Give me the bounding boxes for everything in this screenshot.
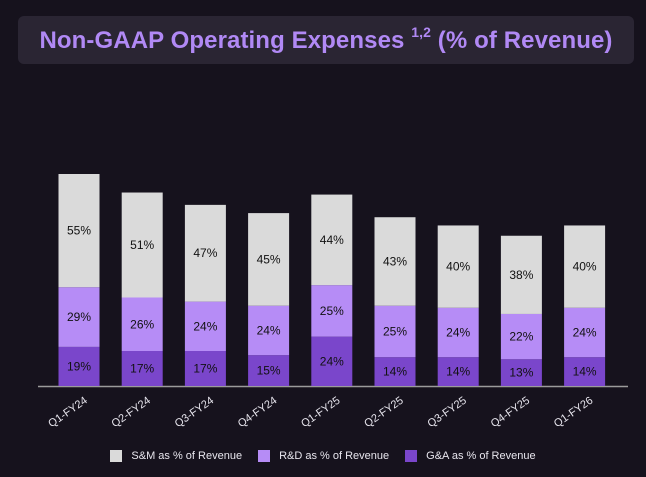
data-label-sm: 44%: [320, 233, 344, 247]
bar-rd-q1-fy25: [311, 285, 353, 337]
x-tick-label: Q1-FY24: [46, 395, 89, 430]
bar-ga-q1-fy25: [311, 336, 353, 386]
data-label-ga: 14%: [573, 365, 597, 379]
data-label-ga: 17%: [193, 362, 217, 376]
x-tick-label: Q1-FY26: [552, 395, 595, 430]
data-label-ga: 17%: [130, 362, 154, 376]
data-label-sm: 55%: [67, 224, 91, 238]
x-tick-label: Q2-FY24: [109, 395, 152, 430]
data-label-sm: 40%: [446, 260, 470, 274]
bar-rd-q4-fy24: [248, 305, 290, 356]
data-label-sm: 38%: [509, 268, 533, 282]
bar-sm-q3-fy25: [437, 225, 479, 308]
chart-title-superscript: 1,2: [411, 23, 431, 40]
data-label-rd: 22%: [509, 330, 533, 344]
x-tick-label: Q4-FY25: [489, 395, 532, 430]
bar-sm-q3-fy24: [184, 204, 226, 302]
chart-title: Non-GAAP Operating Expenses 1,2 (% of Re…: [39, 23, 613, 55]
data-label-sm: 40%: [573, 260, 597, 274]
bar-sm-q1-fy24: [58, 174, 100, 288]
chart-title-main: Non-GAAP Operating Expenses: [39, 26, 412, 54]
bar-sm-q4-fy24: [248, 213, 290, 306]
data-label-rd: 24%: [193, 319, 217, 333]
bar-ga-q3-fy25: [437, 357, 479, 386]
bar-sm-q2-fy24: [121, 192, 163, 298]
data-label-sm: 43%: [383, 254, 407, 268]
data-label-ga: 24%: [320, 354, 344, 368]
data-label-rd: 26%: [130, 317, 154, 331]
bar-sm-q4-fy25: [500, 235, 542, 314]
legend-item-ga: G&A as % of Revenue: [405, 450, 536, 462]
x-tick-label: Q4-FY24: [236, 395, 279, 430]
data-label-rd: 24%: [257, 323, 281, 337]
x-tick-label: Q2-FY25: [362, 395, 405, 430]
data-label-ga: 15%: [257, 364, 281, 378]
bar-ga-q1-fy24: [58, 346, 100, 386]
data-label-rd: 25%: [320, 304, 344, 318]
bar-rd-q2-fy24: [121, 297, 163, 352]
bar-sm-q1-fy26: [564, 225, 606, 308]
bar-rd-q1-fy24: [58, 287, 100, 347]
legend-label-ga: G&A as % of Revenue: [426, 450, 536, 462]
bar-sm-q2-fy25: [374, 217, 416, 306]
legend-item-rd: R&D as % of Revenue: [258, 450, 389, 462]
x-tick-label: Q1-FY25: [299, 395, 342, 430]
bar-ga-q2-fy25: [374, 357, 416, 386]
data-label-rd: 25%: [383, 324, 407, 338]
legend-swatch-rd: [258, 450, 271, 462]
x-tick-label: Q3-FY24: [173, 395, 216, 430]
legend-swatch-sm: [110, 450, 123, 462]
bar-ga-q2-fy24: [121, 351, 163, 386]
data-label-ga: 14%: [446, 365, 470, 379]
data-label-sm: 51%: [130, 238, 154, 252]
bar-rd-q3-fy25: [437, 307, 479, 358]
data-label-ga: 14%: [383, 365, 407, 379]
data-label-ga: 19%: [67, 359, 91, 373]
bar-ga-q3-fy24: [184, 351, 226, 386]
bar-rd-q4-fy25: [500, 313, 542, 360]
bar-ga-q4-fy24: [248, 355, 290, 386]
data-label-rd: 24%: [446, 325, 470, 339]
chart-title-suffix: (% of Revenue): [431, 26, 613, 54]
chart-legend: S&M as % of Revenue R&D as % of Revenue …: [0, 447, 646, 465]
bar-ga-q4-fy25: [500, 359, 542, 386]
data-label-rd: 24%: [573, 325, 597, 339]
legend-label-rd: R&D as % of Revenue: [279, 450, 390, 462]
data-label-ga: 13%: [509, 366, 533, 380]
legend-item-sm: S&M as % of Revenue: [110, 450, 242, 462]
stacked-bar-chart: 19% 29% 55% Q1-FY24 17% 26% 51% Q2-FY24 17% 24% 47…: [38, 174, 628, 430]
bar-sm-q1-fy25: [311, 194, 353, 286]
bar-rd-q1-fy26: [564, 307, 606, 358]
x-tick-label: Q3-FY25: [425, 395, 468, 430]
data-label-sm: 45%: [257, 252, 281, 266]
legend-swatch-ga: [405, 450, 418, 462]
title-box: Non-GAAP Operating Expenses 1,2 (% of Re…: [18, 16, 634, 64]
bar-rd-q2-fy25: [374, 305, 416, 358]
bar-ga-q1-fy26: [564, 357, 606, 386]
data-label-rd: 29%: [67, 310, 91, 324]
data-label-sm: 47%: [193, 246, 217, 260]
legend-label-sm: S&M as % of Revenue: [131, 450, 243, 462]
bar-rd-q3-fy24: [184, 301, 226, 352]
